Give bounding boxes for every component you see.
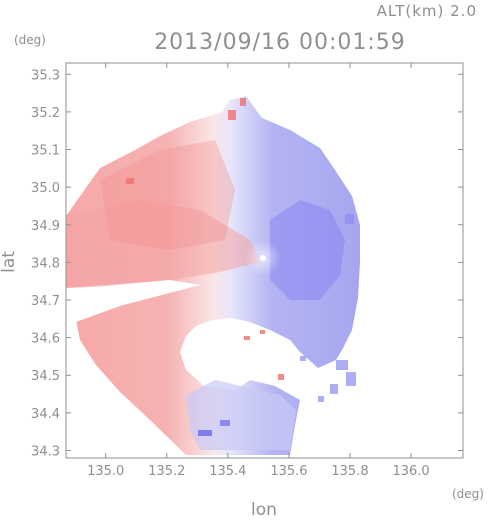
y-tick-label: 34.7 — [31, 294, 60, 309]
y-tick-label: 34.3 — [31, 444, 60, 459]
chart-subtitle: ALT(km) 2.0 — [377, 2, 477, 20]
x-tick-label: 135.8 — [331, 464, 368, 479]
y-unit-label: (deg) — [14, 33, 46, 47]
y-tick-label: 35.1 — [31, 144, 60, 159]
x-unit-label: (deg) — [452, 487, 484, 501]
echo-scatter-red — [126, 98, 284, 380]
y-tick-label: 34.5 — [31, 369, 60, 384]
x-tick-label: 135.0 — [87, 464, 124, 479]
y-tick-label: 35.0 — [31, 181, 60, 196]
echo-core-east — [270, 200, 345, 300]
y-tick-label: 35.2 — [31, 106, 60, 121]
x-tick-label: 136.0 — [392, 464, 429, 479]
echo-core-west — [100, 140, 235, 250]
y-axis: 34.3 34.4 34.5 34.6 34.7 34.8 34.9 35.0 35.1 35.2… — [31, 68, 463, 459]
x-tick-label: 135.6 — [270, 464, 307, 479]
x-tick-label: 135.4 — [209, 464, 246, 479]
x-axis-label: lon — [251, 500, 277, 520]
blank-hole — [182, 324, 246, 378]
blank-sector-west — [66, 280, 200, 322]
x-tick-label: 135.2 — [148, 464, 185, 479]
y-tick-label: 35.3 — [31, 68, 60, 83]
y-axis-label: lat — [0, 251, 19, 273]
plot-frame — [65, 62, 464, 459]
y-tick-label: 34.4 — [31, 407, 60, 422]
chart-title: 2013/09/16 00:01:59 — [154, 30, 406, 55]
y-tick-label: 34.6 — [31, 332, 60, 347]
y-tick-label: 34.8 — [31, 256, 60, 271]
echo-scatter — [198, 214, 356, 436]
velocity-field — [66, 96, 360, 455]
echo-south — [186, 380, 296, 450]
echo-region-west — [66, 200, 260, 288]
x-axis: 135.0 135.2 135.4 135.6 135.8 136.0 — [87, 63, 430, 479]
echo-region-main — [66, 96, 360, 455]
y-tick-label: 34.9 — [31, 219, 60, 234]
